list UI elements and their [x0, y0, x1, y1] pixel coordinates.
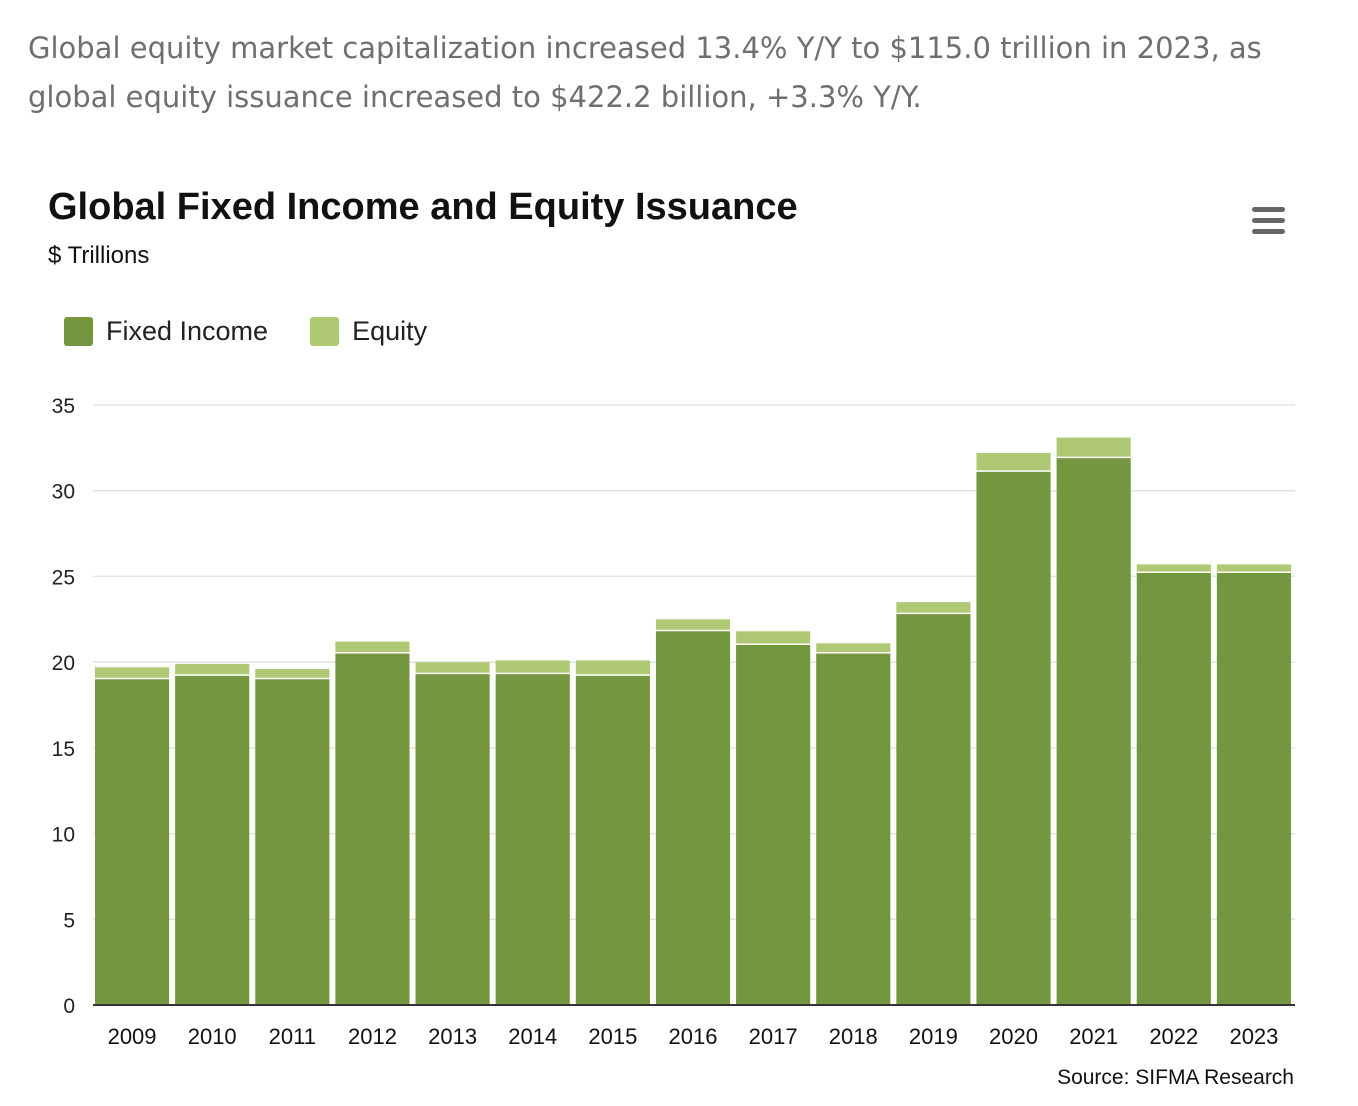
bar-fixed-income-2014 — [495, 674, 570, 1005]
x-tick-label: 2021 — [1069, 1024, 1118, 1049]
chart-title: Global Fixed Income and Equity Issuance — [48, 186, 798, 228]
bar-equity-2013 — [415, 662, 490, 673]
bar-fixed-income-2022 — [1136, 573, 1211, 1005]
bar-equity-2020 — [976, 453, 1051, 471]
legend-label-equity: Equity — [352, 316, 428, 346]
chart-subtitle: $ Trillions — [48, 242, 150, 269]
y-tick-label: 10 — [52, 824, 75, 847]
x-tick-label: 2016 — [669, 1024, 718, 1049]
bar-equity-2016 — [655, 619, 731, 630]
x-tick-label: 2012 — [348, 1024, 397, 1049]
bar-equity-2022 — [1136, 564, 1211, 572]
y-tick-label: 0 — [63, 995, 75, 1018]
x-tick-label: 2023 — [1229, 1024, 1278, 1049]
y-tick-label: 30 — [52, 481, 75, 504]
chart-legend: Fixed Income Equity — [64, 316, 469, 347]
bar-fixed-income-2018 — [816, 653, 891, 1005]
x-tick-label: 2020 — [989, 1024, 1038, 1049]
bar-fixed-income-2017 — [736, 645, 811, 1005]
x-tick-label: 2015 — [588, 1024, 637, 1049]
y-tick-label: 25 — [52, 566, 75, 589]
bar-equity-2015 — [575, 660, 650, 675]
bar-fixed-income-2011 — [255, 679, 330, 1005]
bar-fixed-income-2023 — [1216, 573, 1291, 1005]
bar-fixed-income-2021 — [1056, 458, 1131, 1006]
bar-fixed-income-2019 — [896, 614, 971, 1005]
chart-menu-button[interactable] — [1248, 204, 1290, 238]
x-tick-label: 2019 — [909, 1024, 958, 1049]
bar-equity-2021 — [1056, 437, 1131, 457]
hamburger-menu-icon — [1252, 218, 1285, 223]
x-tick-label: 2014 — [508, 1024, 557, 1049]
bar-fixed-income-2016 — [655, 631, 731, 1005]
bar-fixed-income-2012 — [335, 653, 410, 1005]
bar-equity-2017 — [736, 631, 811, 644]
x-tick-label: 2013 — [428, 1024, 477, 1049]
hamburger-menu-icon — [1252, 207, 1285, 212]
x-tick-label: 2011 — [269, 1024, 316, 1049]
bar-equity-2010 — [175, 663, 250, 675]
bar-fixed-income-2009 — [95, 679, 170, 1005]
chart-source: Source: SIFMA Research — [1057, 1066, 1294, 1089]
y-tick-label: 35 — [52, 395, 75, 418]
bar-fixed-income-2020 — [976, 471, 1051, 1005]
x-tick-label: 2018 — [829, 1024, 878, 1049]
intro-paragraph: Global equity market capitalization incr… — [28, 31, 1262, 114]
y-tick-label: 15 — [52, 738, 75, 761]
legend-item-equity[interactable]: Equity — [310, 316, 427, 347]
x-tick-label: 2017 — [749, 1024, 798, 1049]
bar-equity-2023 — [1216, 564, 1291, 572]
bar-equity-2011 — [255, 669, 330, 678]
bar-equity-2012 — [335, 641, 410, 653]
bar-fixed-income-2010 — [175, 675, 250, 1005]
x-tick-label: 2009 — [108, 1024, 157, 1049]
x-tick-label: 2010 — [188, 1024, 237, 1049]
legend-item-fixed-income[interactable]: Fixed Income — [64, 316, 268, 347]
bar-equity-2009 — [95, 667, 170, 678]
bar-equity-2018 — [816, 643, 891, 653]
y-tick-label: 5 — [63, 909, 75, 932]
hamburger-menu-icon — [1252, 229, 1285, 234]
legend-swatch-equity — [310, 317, 340, 346]
bar-fixed-income-2015 — [575, 675, 650, 1005]
legend-swatch-fixed-income — [64, 317, 93, 346]
bar-equity-2019 — [896, 602, 971, 613]
x-tick-label: 2022 — [1149, 1024, 1198, 1049]
bar-fixed-income-2013 — [415, 674, 490, 1005]
legend-label-fixed-income: Fixed Income — [106, 316, 269, 346]
bar-equity-2014 — [495, 660, 570, 673]
y-tick-label: 20 — [52, 652, 75, 675]
